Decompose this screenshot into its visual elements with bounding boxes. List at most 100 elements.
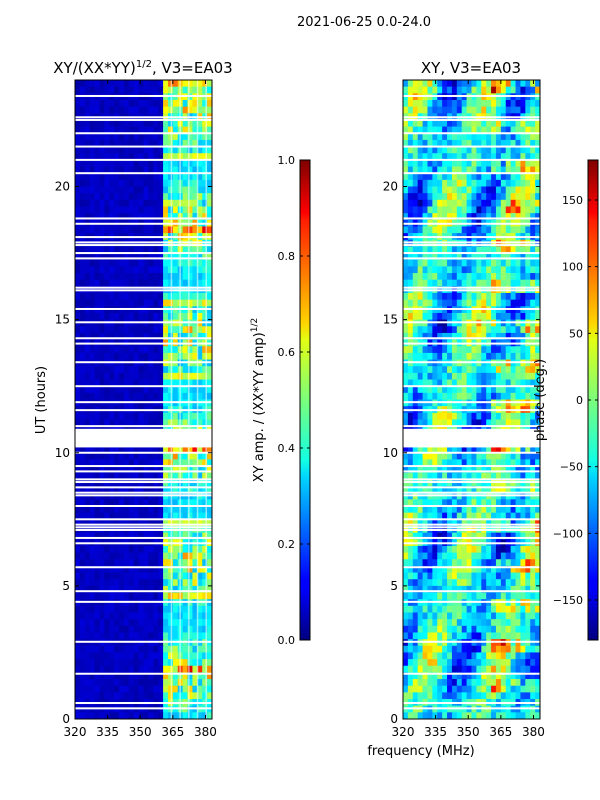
amplitude-heatmap-cell [123, 126, 130, 134]
amplitude-heatmap-cell [119, 665, 125, 674]
amplitude-heatmap-cell [79, 512, 86, 520]
amplitude-heatmap-cell [143, 506, 149, 514]
amplitude-heatmap-cell [153, 226, 159, 234]
amplitude-heatmap-cell [99, 552, 105, 560]
amplitude-heatmap-cell [123, 645, 130, 654]
amplitude-heatmap-cell [153, 685, 159, 693]
phase-heatmap-cell [486, 133, 492, 141]
phase-heatmap-cell [412, 466, 419, 474]
phase-heatmap-cell [432, 199, 438, 208]
phase-heatmap-cell [427, 379, 433, 387]
phase-heatmap-cell [505, 392, 512, 401]
phase-heatmap-cell [412, 392, 419, 401]
phase-heatmap-cell [500, 173, 507, 181]
phase-heatmap-cell [412, 119, 419, 128]
phase-heatmap-cell [481, 366, 487, 374]
phase-heatmap-cell [535, 519, 540, 527]
amplitude-heatmap-cell [172, 672, 179, 680]
amplitude-heatmap-cell [123, 312, 130, 321]
amplitude-heatmap-cell [197, 565, 203, 574]
phase-heatmap-cell [456, 532, 463, 540]
amplitude-heatmap-cell [207, 226, 212, 234]
phase-heatmap-cell [403, 166, 409, 174]
amplitude-heatmap-cell [187, 126, 194, 134]
amplitude-heatmap-cell [143, 552, 149, 560]
amplitude-heatmap-cell [192, 146, 198, 154]
phase-heatmap-cell [407, 532, 414, 540]
amplitude-heatmap-cell [104, 133, 110, 141]
amplitude-heatmap-cell [89, 179, 96, 188]
phase-heatmap-cell [442, 166, 448, 174]
phase-heatmap-cell [486, 99, 492, 108]
phase-heatmap-cell [403, 133, 409, 141]
amplitude-heatmap-cell [197, 545, 203, 554]
amplitude-heatmap-cell [104, 226, 110, 234]
phase-heatmap-cell [437, 259, 443, 267]
amplitude-heatmap-cell [197, 273, 203, 281]
amplitude-heatmap-cell [79, 193, 86, 201]
phase-heatmap-cell [447, 392, 453, 401]
amplitude-heatmap-cell [148, 372, 154, 381]
amplitude-heatmap-cell [187, 206, 194, 214]
phase-heatmap [403, 80, 540, 719]
phase-heatmap-cell [476, 273, 482, 281]
phase-heatmap-cell [491, 379, 497, 387]
amplitude-heatmap-cell [123, 625, 130, 634]
phase-heatmap-cell [456, 253, 463, 261]
amplitude-heatmap-cell [133, 446, 140, 454]
phase-heatmap-cell [520, 412, 526, 421]
amplitude-heatmap-cell [94, 186, 101, 194]
phase-heatmap-cell [407, 499, 414, 507]
phase-heatmap-cell [427, 392, 433, 401]
phase-heatmap-cell [520, 512, 526, 520]
amplitude-heatmap-cell [207, 692, 212, 700]
amplitude-heatmap-cell [89, 446, 96, 454]
phase-heatmap-cell [456, 326, 463, 334]
phase-heatmap-cell [456, 159, 463, 168]
amplitude-heatmap-cell [84, 126, 91, 134]
amplitude-heatmap-cell [172, 412, 179, 421]
amplitude-heatmap-cell [202, 266, 208, 274]
phase-heatmap-cell [422, 253, 429, 261]
amplitude-heatmap-cell [133, 166, 140, 174]
amplitude-flagged-row [75, 481, 212, 484]
amplitude-heatmap-cell [207, 332, 212, 341]
amplitude-heatmap-cell [143, 346, 149, 354]
amplitude-heatmap-cell [109, 312, 115, 321]
phase-heatmap-cell [412, 379, 419, 387]
phase-heatmap-cell [466, 259, 473, 267]
phase-heatmap-cell [481, 412, 487, 421]
phase-heatmap-cell [447, 273, 453, 281]
amplitude-heatmap-cell [197, 612, 203, 620]
amplitude-heatmap-cell [99, 532, 105, 540]
amplitude-heatmap-cell [153, 146, 159, 154]
amplitude-heatmap-cell [75, 352, 81, 361]
phase-heatmap-cell [520, 459, 526, 467]
phase-heatmap-cell [442, 366, 448, 374]
amplitude-heatmap-cell [114, 273, 120, 281]
amplitude-heatmap-cell [79, 259, 86, 267]
phase-heatmap-cell [525, 332, 531, 341]
phase-heatmap-cell [486, 552, 492, 560]
amplitude-heatmap-cell [75, 619, 81, 627]
amplitude-heatmap-cell [153, 472, 159, 480]
amplitude-heatmap-cell [128, 159, 135, 168]
amplitude-heatmap-cell [172, 213, 179, 221]
phase-heatmap-cell [461, 246, 468, 254]
amplitude-heatmap-cell [84, 466, 91, 474]
phase-heatmap-cell [520, 392, 526, 401]
phase-heatmap-cell [476, 499, 482, 507]
phase-heatmap-cell [427, 159, 433, 168]
amplitude-heatmap-cell [202, 585, 208, 594]
amplitude-heatmap-cell [114, 519, 120, 527]
phase-heatmap-cell [476, 312, 482, 321]
phase-heatmap-cell [422, 166, 429, 174]
phase-heatmap-cell [417, 579, 424, 587]
phase-heatmap-cell [442, 133, 448, 141]
phase-heatmap-cell [461, 579, 468, 587]
amplitude-heatmap-cell [75, 293, 81, 301]
amplitude-heatmap-cell [172, 665, 179, 674]
amplitude-heatmap-cell [99, 452, 105, 461]
phase-heatmap-cell [491, 193, 497, 201]
phase-heatmap-cell [461, 146, 468, 154]
